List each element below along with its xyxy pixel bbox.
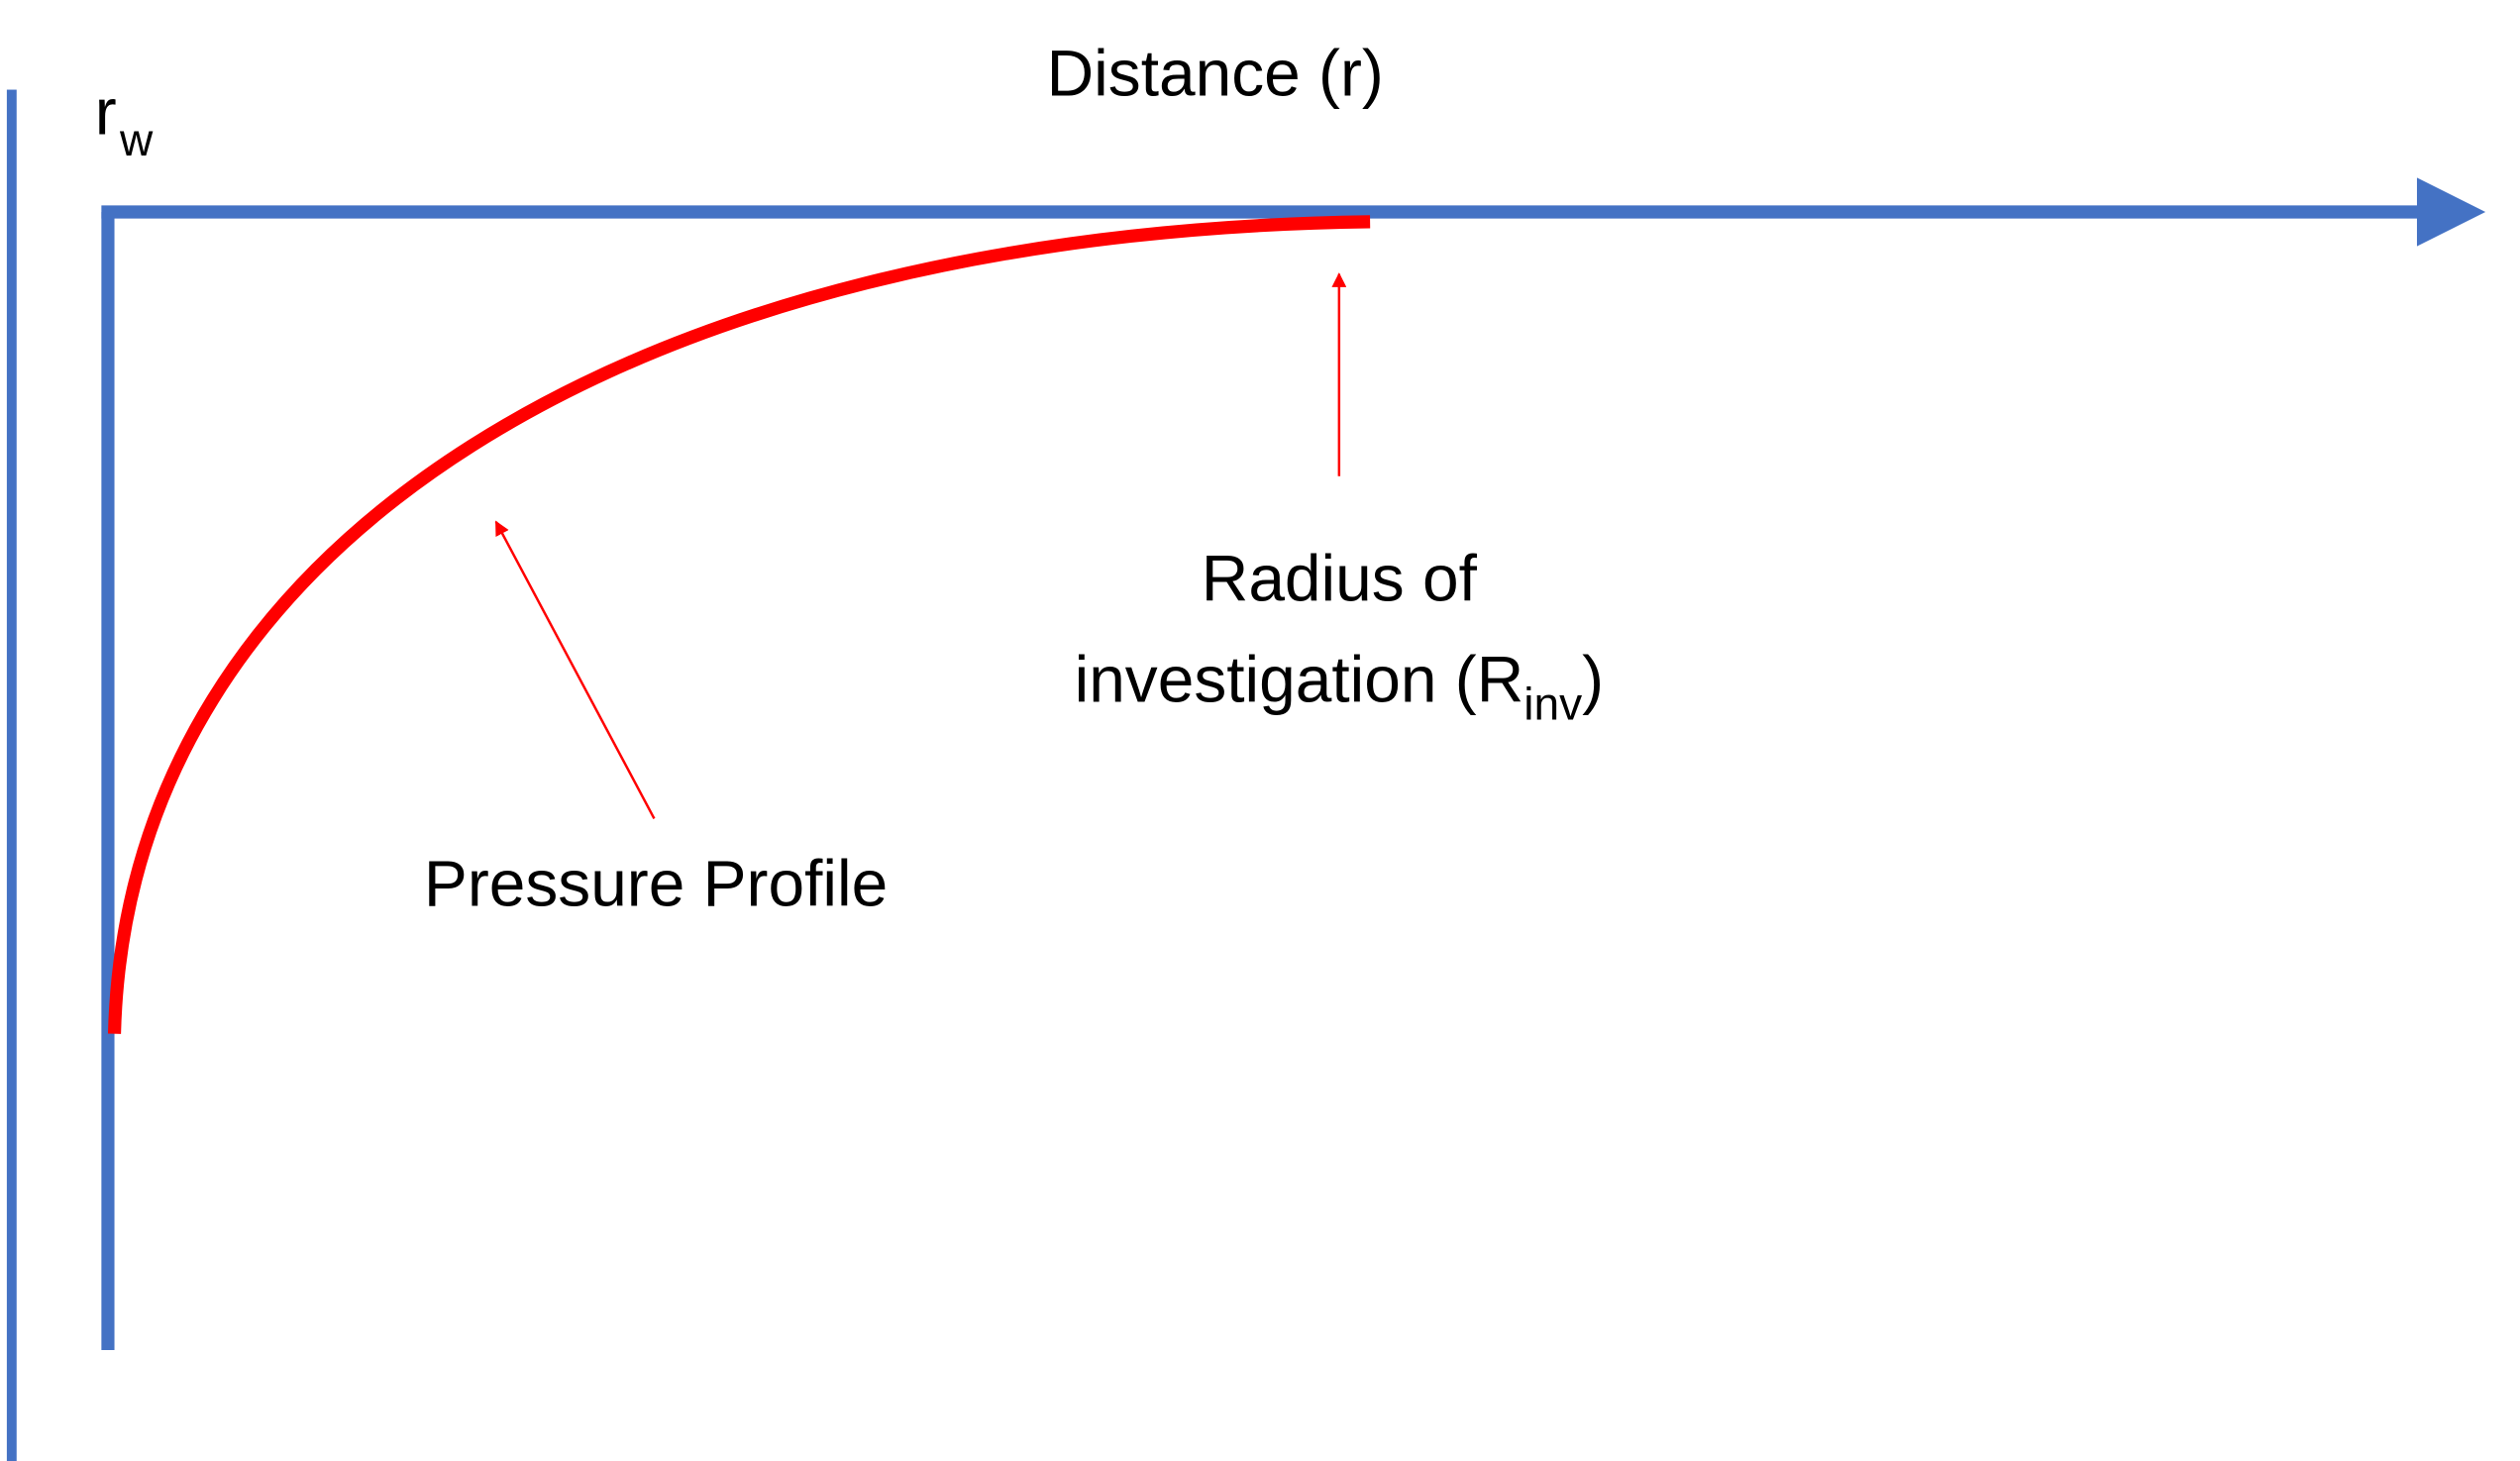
pressure-profile-curve <box>107 215 1371 1034</box>
wellbore-wall <box>6 89 17 1461</box>
axis-arrowhead <box>2416 177 2486 247</box>
radius-label-line2: investigation (Rinv) <box>1075 643 1605 730</box>
radius-label-line1: Radius of <box>1202 542 1478 615</box>
wellbore-symbol: r <box>95 75 117 149</box>
radius-suffix: ) <box>1582 643 1604 716</box>
profile-label: Pressure Profile <box>424 847 888 920</box>
axis-label: Distance (r) <box>1047 36 1384 109</box>
radius-label-text: investigation (R <box>1075 643 1524 716</box>
radius-subscript: inv <box>1523 678 1582 730</box>
profile-pointer <box>494 520 656 819</box>
wellbore-subscript: w <box>119 114 154 165</box>
